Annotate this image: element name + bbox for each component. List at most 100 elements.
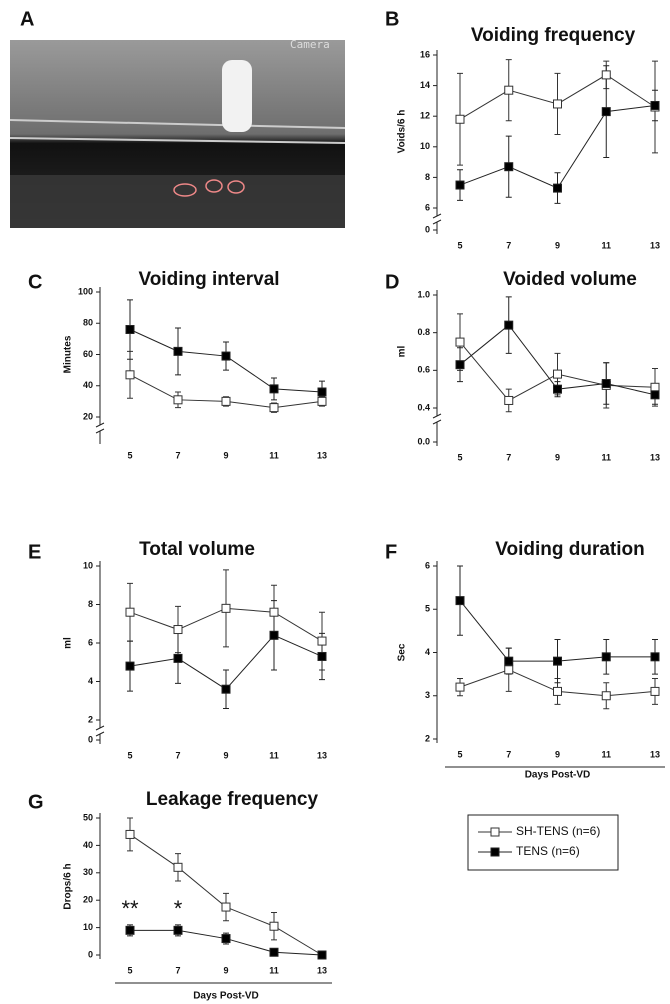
data-point xyxy=(125,370,135,380)
axis-break xyxy=(95,422,105,434)
axis-break xyxy=(432,413,442,425)
data-point xyxy=(504,656,514,666)
x-tick-label: 7 xyxy=(175,450,180,460)
x-tick-label: 11 xyxy=(269,750,279,760)
data-point xyxy=(269,921,279,931)
data-point xyxy=(553,99,562,109)
void-mark xyxy=(227,180,245,194)
axis-break xyxy=(432,213,442,225)
data-point xyxy=(221,396,231,406)
y-axis-label: Voids/6 h xyxy=(397,110,408,154)
y-tick-label: 2 xyxy=(425,733,430,743)
x-tick-label: 5 xyxy=(127,750,132,760)
data-point xyxy=(221,902,231,912)
data-point xyxy=(504,665,514,675)
y-tick-label: 16 xyxy=(420,49,430,59)
x-axis-label: Days Post-VD xyxy=(525,770,591,781)
y-tick-label: 0.8 xyxy=(417,327,430,337)
x-tick-label: 11 xyxy=(269,450,279,460)
x-tick-label: 13 xyxy=(317,750,327,760)
panel-letter: D xyxy=(385,271,399,293)
x-tick-label: 7 xyxy=(506,452,511,462)
data-point xyxy=(504,162,514,172)
data-point xyxy=(269,947,279,957)
photo-panel: A Camera xyxy=(9,8,346,228)
y-tick-label: 14 xyxy=(420,80,430,90)
data-point xyxy=(269,403,279,413)
y-axis-label: Sec xyxy=(397,643,408,661)
data-point xyxy=(601,70,611,80)
legend-marker xyxy=(490,827,500,837)
legend-label: TENS (n=6) xyxy=(516,844,580,858)
data-point xyxy=(601,379,611,389)
x-tick-label: 11 xyxy=(601,749,611,759)
data-point xyxy=(125,607,135,617)
chart-title: Voiding duration xyxy=(495,539,645,560)
y-axis-label: Drops/6 h xyxy=(63,863,74,909)
chart-title: Voiding interval xyxy=(138,269,279,290)
data-point xyxy=(455,180,465,190)
x-tick-label: 13 xyxy=(650,240,660,250)
y-tick-label: 6 xyxy=(425,202,430,212)
x-tick-label: 9 xyxy=(555,452,560,462)
y-tick-label: 60 xyxy=(83,349,93,359)
photo-grid xyxy=(9,119,346,144)
legend-label: SH-TENS (n=6) xyxy=(516,824,600,838)
y-tick-label: 50 xyxy=(83,812,93,822)
y-axis-label: ml xyxy=(63,637,74,649)
y-tick-label: 12 xyxy=(420,111,430,121)
data-point xyxy=(650,100,660,110)
y-tick-label: 4 xyxy=(425,647,430,657)
y-tick-label: 100 xyxy=(78,286,93,296)
data-point xyxy=(553,686,562,696)
data-point xyxy=(317,651,327,661)
y-tick-label: 20 xyxy=(83,411,93,421)
data-point xyxy=(455,360,465,370)
y-tick-label: 4 xyxy=(88,676,93,686)
x-tick-label: 7 xyxy=(175,965,180,975)
data-point xyxy=(317,387,327,397)
data-point xyxy=(317,950,327,960)
data-point xyxy=(650,390,660,400)
x-tick-label: 13 xyxy=(317,965,327,975)
x-tick-label: 11 xyxy=(601,240,611,250)
significance-mark: ** xyxy=(121,896,139,921)
data-point xyxy=(125,325,135,334)
x-tick-label: 9 xyxy=(223,450,228,460)
x-tick-label: 11 xyxy=(601,452,611,462)
data-point xyxy=(173,925,183,935)
y-tick-label: 30 xyxy=(83,867,93,877)
y-tick-label: 6 xyxy=(425,560,430,570)
data-point xyxy=(455,337,465,347)
data-point xyxy=(553,369,562,379)
data-point xyxy=(317,396,327,406)
chart-title: Voided volume xyxy=(503,269,637,290)
photo-rat xyxy=(222,60,252,132)
x-tick-label: 9 xyxy=(555,749,560,759)
data-point xyxy=(221,684,231,694)
y-tick-label: 1.0 xyxy=(417,289,430,299)
x-tick-label: 5 xyxy=(127,965,132,975)
y-tick-label: 40 xyxy=(83,380,93,390)
x-tick-label: 5 xyxy=(457,749,462,759)
x-tick-label: 13 xyxy=(650,452,660,462)
panel-letter: E xyxy=(28,541,41,563)
x-tick-label: 13 xyxy=(650,749,660,759)
data-point xyxy=(125,661,135,671)
data-point xyxy=(553,656,562,666)
panel-letter: B xyxy=(385,8,399,30)
data-point xyxy=(269,607,279,617)
y-tick-label: 0 xyxy=(425,224,430,234)
data-point xyxy=(455,682,465,692)
data-point xyxy=(173,862,183,872)
axis-break xyxy=(95,725,105,737)
x-tick-label: 9 xyxy=(223,750,228,760)
x-tick-label: 7 xyxy=(506,240,511,250)
data-point xyxy=(504,395,514,405)
data-point xyxy=(504,85,514,95)
panel-letter: G xyxy=(28,791,44,813)
chart-title: Total volume xyxy=(139,539,255,560)
photo-floor xyxy=(10,175,345,228)
x-axis-label: Days Post-VD xyxy=(193,991,259,1002)
